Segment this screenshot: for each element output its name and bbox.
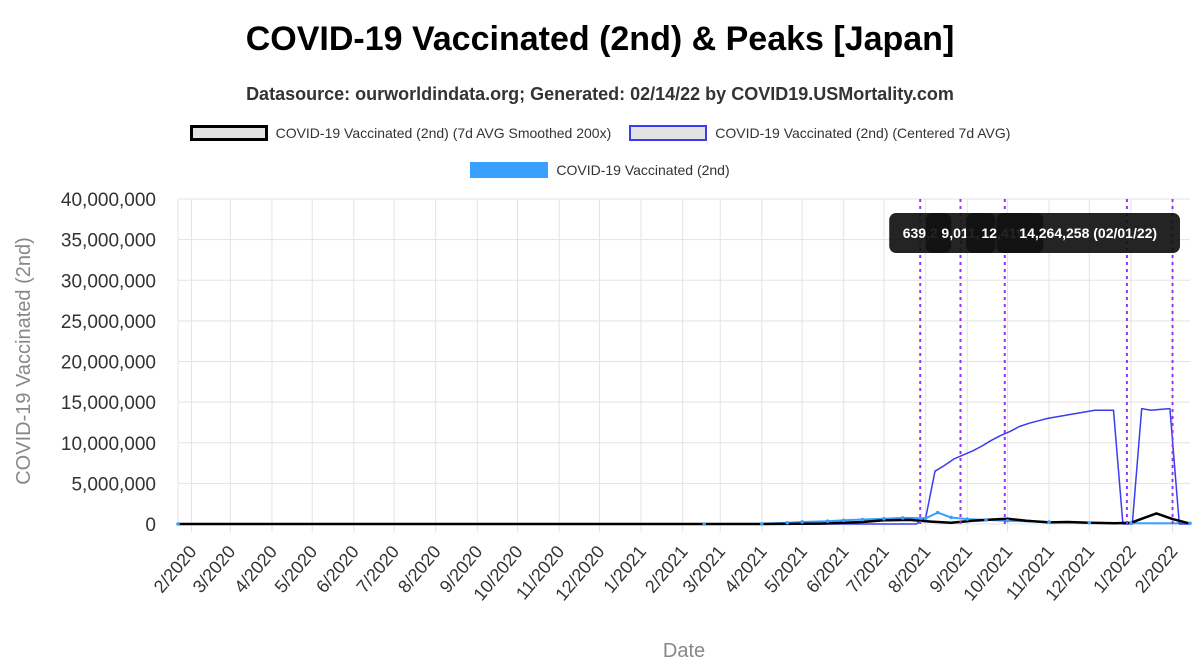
legend-swatch-smoothed xyxy=(189,125,268,141)
peak-tooltip-label: 14,264,258 (02/01/22) xyxy=(1019,225,1157,241)
x-tick-label: 8/2021 xyxy=(884,542,935,597)
data-point-raw xyxy=(785,520,790,525)
y-tick-label: 5,000,000 xyxy=(71,474,156,495)
data-point-raw xyxy=(984,518,988,522)
y-tick-label: 20,000,000 xyxy=(61,353,156,374)
data-point-raw xyxy=(949,515,953,520)
chart-title: COVID-19 Vaccinated (2nd) & Peaks [Japan… xyxy=(245,20,955,58)
x-tick-label: 8/2020 xyxy=(394,542,445,597)
chart-subtitle: Datasource: ourworldindata.org; Generate… xyxy=(246,84,954,104)
legend-item-centered[interactable]: COVID-19 Vaccinated (2nd) (Centered 7d A… xyxy=(629,125,1010,141)
x-tick-label: 3/2020 xyxy=(189,542,240,597)
data-point-raw xyxy=(800,520,804,524)
data-point-raw xyxy=(1188,521,1192,526)
x-tick-label: 5/2021 xyxy=(760,542,811,597)
legend-swatch-raw xyxy=(470,162,549,178)
data-point-raw xyxy=(1087,520,1092,525)
x-tick-labels: 2/20203/20204/20205/20206/20207/20208/20… xyxy=(150,542,1182,605)
data-point-raw xyxy=(841,518,846,523)
legend-label-centered: COVID-19 Vaccinated (2nd) (Centered 7d A… xyxy=(715,125,1011,141)
x-tick-label: 1/2021 xyxy=(599,542,650,597)
x-tick-label: 6/2020 xyxy=(312,542,363,597)
data-point-raw xyxy=(1047,520,1051,524)
data-point-raw xyxy=(1129,521,1133,525)
data-point-raw xyxy=(882,516,886,521)
legend-item-smoothed[interactable]: COVID-19 Vaccinated (2nd) (7d AVG Smooth… xyxy=(189,125,612,141)
data-point-raw xyxy=(923,516,928,521)
x-tick-label: 7/2020 xyxy=(352,542,403,597)
peak-group: 639,29,011,12,419,14,264,258 (02/01/22) xyxy=(889,199,1180,524)
series-line-centered xyxy=(178,407,1190,525)
data-point-raw xyxy=(702,522,706,526)
x-tick-label: 1/2022 xyxy=(1089,542,1140,597)
legend-row-2: COVID-19 Vaccinated (2nd) xyxy=(0,162,1200,178)
y-tick-label: 30,000,000 xyxy=(61,271,156,292)
series-line-smoothed xyxy=(178,512,1191,526)
data-point-raw xyxy=(965,517,969,521)
legend-swatch-centered xyxy=(629,125,708,141)
data-point-raw xyxy=(176,522,180,526)
data-point-raw xyxy=(760,521,764,526)
x-tick-label: 7/2021 xyxy=(842,542,893,597)
peak-tooltip-box xyxy=(996,213,1180,253)
x-tick-label: 6/2021 xyxy=(802,542,853,597)
legend-item-raw[interactable]: COVID-19 Vaccinated (2nd) xyxy=(470,162,730,178)
legend-label-raw: COVID-19 Vaccinated (2nd) xyxy=(556,162,730,178)
y-tick-label: 15,000,000 xyxy=(61,393,156,414)
y-tick-label: 40,000,000 xyxy=(61,190,156,211)
legend-row-1: COVID-19 Vaccinated (2nd) (7d AVG Smooth… xyxy=(0,125,1200,141)
data-point-raw xyxy=(935,510,940,515)
data-point-raw xyxy=(900,516,905,520)
x-tick-label: 5/2020 xyxy=(271,542,322,597)
data-point-raw xyxy=(1005,518,1010,523)
y-tick-label: 0 xyxy=(145,515,156,536)
y-axis-label: COVID-19 Vaccinated (2nd) xyxy=(13,237,35,485)
legend-label-smoothed: COVID-19 Vaccinated (2nd) (7d AVG Smooth… xyxy=(275,125,612,141)
data-point-raw xyxy=(825,519,830,523)
x-tick-label: 2/2022 xyxy=(1131,542,1182,597)
series-group xyxy=(176,407,1192,526)
data-point-raw xyxy=(860,517,865,522)
y-tick-label: 10,000,000 xyxy=(61,434,156,455)
y-tick-labels: 0 5,000,000 10,000,000 15,000,000 20,000,000… xyxy=(61,190,156,536)
x-tick-label: 4/2021 xyxy=(720,542,771,597)
x-tick-label: 4/2020 xyxy=(230,542,281,597)
y-tick-label: 25,000,000 xyxy=(61,312,156,333)
x-axis-label: Date xyxy=(663,640,705,662)
y-tick-label: 35,000,000 xyxy=(61,231,156,252)
